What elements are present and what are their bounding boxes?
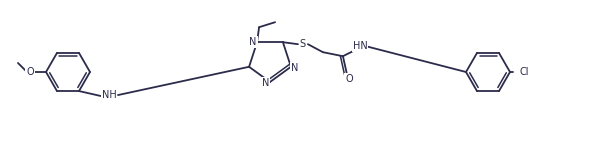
Text: N: N (263, 78, 270, 88)
Text: Cl: Cl (519, 67, 529, 77)
Text: NH: NH (101, 90, 116, 100)
Text: S: S (300, 39, 306, 49)
Text: N: N (250, 37, 257, 47)
Text: O: O (26, 67, 34, 77)
Text: HN: HN (353, 41, 368, 51)
Text: O: O (345, 74, 353, 84)
Text: N: N (291, 63, 299, 73)
